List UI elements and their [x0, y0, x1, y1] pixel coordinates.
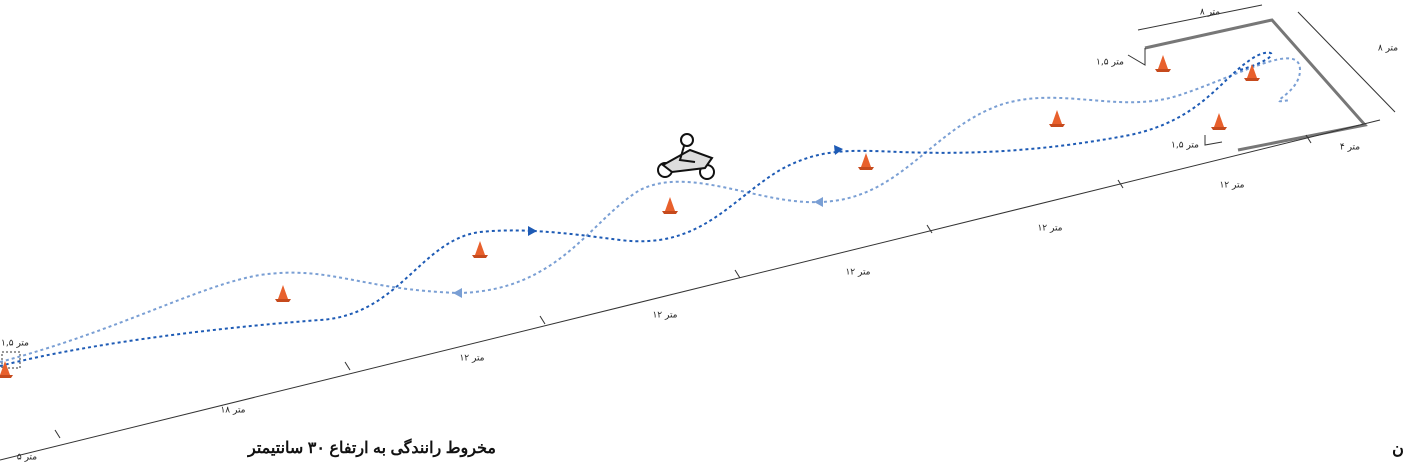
cones: [0, 55, 1260, 378]
dimension-lines: [0, 4, 1396, 461]
dimension-label: ۱,۵ متر: [1, 339, 29, 349]
dimension-label: ۱۲ متر: [459, 354, 484, 364]
dimension-label: ۴ متر: [1340, 143, 1360, 153]
dimension-label: ۸ متر: [1200, 8, 1220, 18]
labels: ۸ متر ۸ متر ۱,۵ متر ۱,۵ متر ۴ متر ۱۲ متر ۱۲ مت…: [1, 8, 1398, 463]
course-boundary: [1144, 18, 1368, 152]
dimension-label: ۱۲ متر: [652, 311, 677, 321]
dimension-label: ۱,۵ متر: [1171, 141, 1199, 151]
dimension-label: ۱۲ متر: [1037, 224, 1062, 234]
motorcycle: [657, 133, 715, 180]
dimension-label: ۱,۵ متر: [1096, 58, 1124, 68]
dimension-label: ۱۸ متر: [220, 406, 245, 416]
dimension-label: ۸ متر: [1378, 44, 1398, 54]
dimension-label: ۱۲ متر: [1219, 181, 1244, 191]
paths: [0, 51, 1302, 367]
dimension-label: ۱۲ متر: [845, 268, 870, 278]
caption: مخروط رانندگی به ارتفاع ۳۰ سانتیمتر: [247, 438, 496, 458]
edge-text: ن: [1392, 441, 1404, 458]
direction-arrows: [453, 145, 843, 298]
dimension-label: ۵ متر: [17, 453, 37, 463]
